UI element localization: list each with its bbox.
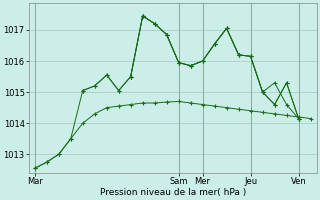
X-axis label: Pression niveau de la mer( hPa ): Pression niveau de la mer( hPa ) [100,188,246,197]
